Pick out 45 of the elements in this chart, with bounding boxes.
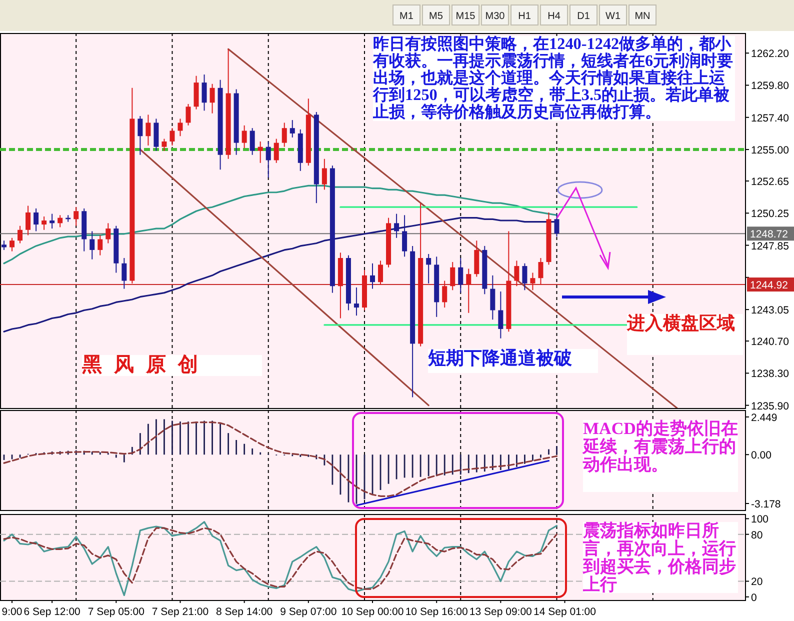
x-tick-label: 10 Sep 16:00: [405, 606, 468, 618]
annotation: 震荡指标如昨日所言，再次向上，运行到超买去，价格同步上行: [583, 521, 738, 594]
y-tick-label: 1262.20: [751, 48, 790, 60]
x-tick-label: 9 Sep 07:00: [280, 606, 337, 618]
y-tick-label: 1238.30: [751, 368, 790, 380]
y-tick-label: 0.00: [751, 450, 772, 462]
x-tick-label: 10 Sep 00:00: [341, 606, 404, 618]
y-tick-label: 1243.05: [751, 304, 790, 317]
x-tick-label: 8 Sep 14:00: [216, 606, 273, 618]
x-tick-label: 14 Sep 01:00: [534, 606, 596, 618]
y-tick-label: 1257.40: [751, 112, 790, 124]
y-tick-label: 1255.00: [751, 144, 790, 157]
y-tick-label: 1247.85: [751, 240, 790, 252]
x-tick-label: 6 Sep 12:00: [24, 606, 81, 618]
annotation: 昨日有按照图中策略，在1240-1242做多单的，都小有收获。一再提示震荡行情，短线者在6元利润时要出场，也就是这个道理。今天行情如果直接往上运行到1250，可以考虑空，带上3.5的止损。若此单被止损，等待价格触及历史高位再做打算。: [373, 35, 735, 121]
y-tick-label: 100: [751, 514, 769, 526]
y-tick-label: 1240.70: [751, 336, 790, 348]
ref-line-label: 1244.92: [750, 280, 788, 292]
y-tick-label: -3.178: [751, 498, 781, 511]
y-tick-label: 2.449: [751, 412, 778, 424]
text: H1: [518, 11, 532, 22]
y-tick-label: 1250.25: [751, 208, 790, 220]
annotation: 短期下降通道被破: [428, 348, 598, 373]
annotation: 黑风原创: [82, 354, 262, 376]
text: MN: [634, 11, 650, 22]
text: M1: [400, 11, 414, 22]
y-tick-label: 1235.90: [751, 400, 790, 412]
x-tick-label: 7 Sep 21:00: [152, 606, 209, 618]
y-tick-label: 1252.65: [751, 176, 790, 188]
x-tick-label: 7 Sep 05:00: [88, 606, 145, 618]
x-tick-label: 9:00: [2, 606, 22, 618]
y-tick-label: 20: [751, 576, 763, 588]
y-tick-label: 0: [751, 592, 757, 604]
annotation: 进入横盘区域: [627, 313, 743, 355]
ref-line-label: 1248.72: [750, 228, 788, 241]
text: W1: [606, 11, 621, 22]
text: H4: [548, 11, 561, 22]
y-tick-label: 80: [751, 529, 763, 542]
text: M5: [429, 11, 444, 22]
x-tick-label: 13 Sep 09:00: [469, 606, 532, 618]
text: M15: [456, 11, 476, 22]
y-tick-label: 1259.80: [751, 80, 790, 92]
text: D1: [577, 11, 590, 22]
annotation: MACD的走势依旧在延续，有震荡上行的动作出现。: [583, 419, 738, 492]
text: M30: [485, 11, 506, 22]
